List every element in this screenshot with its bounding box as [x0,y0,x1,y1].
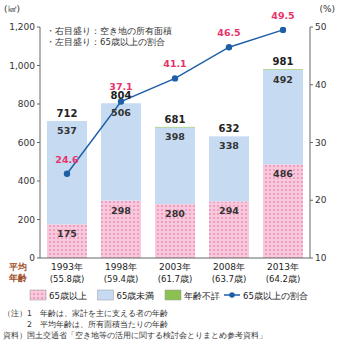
sublabel-title: 平均年齢 [8,262,28,283]
bar-segment [47,224,87,258]
y2-tick-label: 30 [315,138,327,148]
bar-segment [155,204,195,258]
plot-area [47,27,303,258]
legend-swatch [98,290,114,300]
y2-tick-label: 20 [315,195,327,205]
annotation: ・左目盛り：65歳以上の割合 [46,37,165,47]
chart: (㎢) (%) 0 200 400 600 800 1,000 1,200 10 20 30 40 50 1… [0,0,339,345]
total-label: 632 [219,123,240,134]
bar-segment [209,136,249,201]
line-label: 24.6 [55,154,79,165]
line-label: 46.5 [217,27,240,38]
bar-segment [263,164,303,258]
x-axis [40,258,310,259]
legend-label: 65歳以上の割合 [243,291,308,301]
y-tick-label: 0 [29,253,35,263]
bar-segment [209,201,249,258]
line-label: 41.1 [163,58,186,69]
note: 2 平均年齢は、所有面積当たりの年齢 [3,320,168,329]
data-label: 486 [273,168,293,179]
data-label: 294 [219,205,239,216]
bar-segment [47,120,87,121]
data-label: 398 [165,131,185,142]
bar-segment [101,201,141,258]
y-tick-label: 600 [18,138,35,148]
legend-label: 年齢不詳 [184,291,220,301]
data-label: 175 [57,228,77,239]
data-label: 280 [165,208,185,219]
annotation: ・右目盛り：空き地の所有面積 [46,26,172,36]
line-marker [226,44,232,50]
note: 資料）国土交通省「空き地等の活用に関する検討会とりまとめ参考資料」 [3,331,267,340]
bar-segment [209,136,249,137]
y-unit: (㎢) [4,4,20,14]
y-tick-label: 200 [18,215,35,225]
x-tick-label: 2013年 [267,262,299,272]
y-tick-label: 1,000 [9,61,35,71]
bar-segment [155,126,195,128]
y-tick-label: 800 [18,99,35,109]
total-label: 981 [273,56,294,67]
x-sublabel: (64.2歳) [266,274,301,284]
legend-swatch [30,290,46,300]
legend-marker [229,292,235,298]
x-tick-label: 1998年 [105,262,137,272]
legend-entry: 65歳以上の割合 [224,291,308,301]
legend-label: 65歳未満 [117,291,155,301]
line-label: 49.5 [271,10,294,21]
line-marker [64,170,70,176]
data-label: 338 [219,140,239,151]
legend-entry: 65歳以上 [30,290,87,301]
data-label: 492 [273,74,293,85]
y2-tick-label: 40 [315,80,327,90]
total-label: 681 [165,114,186,125]
x-sublabel: (59.4歳) [104,274,139,284]
y-tick-label: 1,200 [9,22,35,32]
note: （注）1 年齢は、家計を主に支える者の年齢 [3,309,168,318]
x-sublabel: (55.8歳) [50,274,85,284]
x-sublabel: (61.7歳) [158,274,193,284]
data-label: 298 [111,205,131,216]
legend-label: 65歳以上 [49,291,87,301]
x-tick-label: 2008年 [213,262,245,272]
x-tick-label: 2003年 [159,262,191,272]
y-axis [40,27,41,258]
y2-unit: (%) [319,4,335,14]
legend-swatch [165,290,181,300]
line [67,30,283,174]
legend-entry: 65歳未満 [98,290,155,301]
bar-segment [263,70,303,165]
y2-axis [310,27,311,258]
x-sublabel: (63.7歳) [212,274,247,284]
line-marker [280,27,286,33]
bar-segment [47,121,87,224]
bar-segment [155,127,195,204]
legend-entry: 年齢不詳 [165,290,220,301]
data-label: 537 [57,125,77,136]
y2-tick-label: 10 [315,253,327,263]
line-label: 37.1 [109,81,132,92]
bar-segment [263,69,303,71]
total-label: 712 [57,108,78,119]
line-marker [172,75,178,81]
y-tick-label: 400 [18,176,35,186]
y2-tick-label: 50 [315,22,327,32]
x-tick-label: 1993年 [51,262,83,272]
bar-segment [101,103,141,200]
data-label: 506 [111,107,131,118]
